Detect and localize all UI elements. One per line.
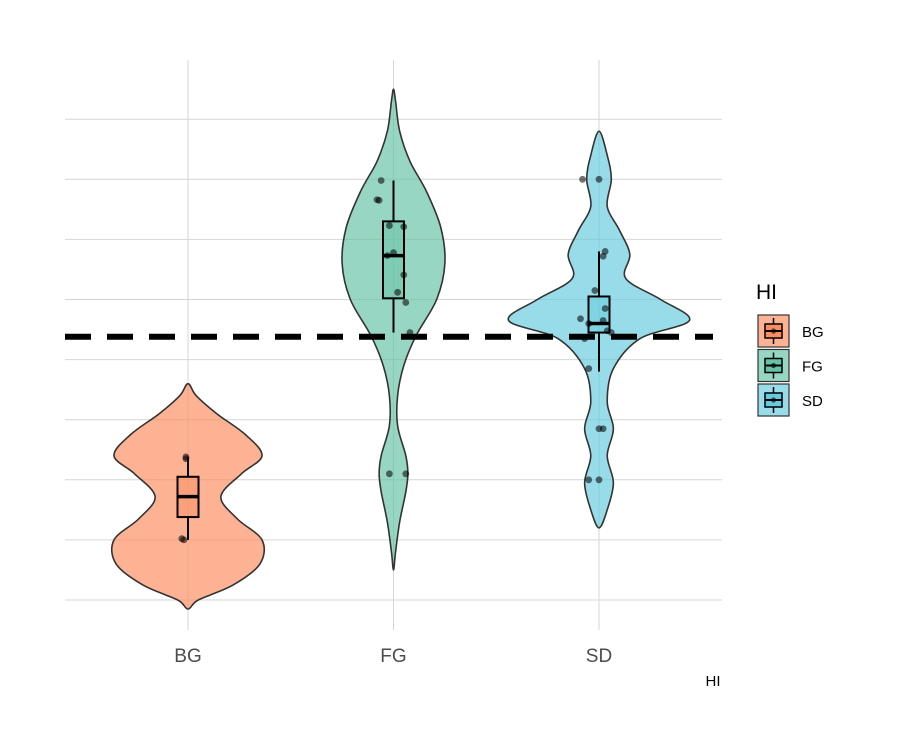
legend-key-fg: FG xyxy=(757,348,823,383)
x-tick-label: FG xyxy=(380,646,406,667)
data-point xyxy=(180,536,188,544)
data-point xyxy=(585,476,593,484)
violin-group-sd xyxy=(507,130,691,529)
violin-group-bg xyxy=(110,382,266,610)
data-point xyxy=(375,196,383,204)
data-point xyxy=(400,223,408,231)
data-point xyxy=(385,222,393,229)
x-axis-title: HI xyxy=(706,673,721,690)
data-point xyxy=(599,252,607,260)
x-tick-labels: BG FG SD xyxy=(174,646,612,667)
legend-key-bg: BG xyxy=(757,314,824,348)
x-tick-label: SD xyxy=(586,646,612,667)
data-point xyxy=(585,365,593,373)
legend-point xyxy=(770,328,777,334)
data-point xyxy=(394,288,402,296)
x-tick-label: BG xyxy=(174,646,201,667)
legend-point xyxy=(770,397,777,403)
data-point xyxy=(402,299,410,306)
data-point xyxy=(595,175,603,183)
data-point xyxy=(591,287,599,294)
violin-group-fg xyxy=(341,88,446,571)
data-point xyxy=(585,320,593,327)
data-point xyxy=(383,252,391,260)
legend-point xyxy=(770,362,777,369)
data-point xyxy=(402,470,410,478)
legend-title: HI xyxy=(756,281,777,304)
data-point xyxy=(390,249,397,257)
legend-label: FG xyxy=(802,359,823,376)
data-point xyxy=(579,175,586,183)
violins xyxy=(110,88,691,610)
legend-label: BG xyxy=(802,324,824,341)
box xyxy=(587,295,611,334)
data-point xyxy=(599,425,607,433)
data-point xyxy=(595,476,603,484)
legend-label: SD xyxy=(802,393,823,410)
data-point xyxy=(601,305,609,312)
legend-key-sd: SD xyxy=(757,383,823,417)
data-point xyxy=(377,177,385,184)
data-point xyxy=(385,470,393,478)
box xyxy=(382,220,405,300)
data-point xyxy=(577,315,584,323)
data-point xyxy=(400,271,408,279)
data-point xyxy=(599,317,607,324)
legend: HI BG FG SD xyxy=(756,281,824,417)
data-point xyxy=(182,455,190,463)
